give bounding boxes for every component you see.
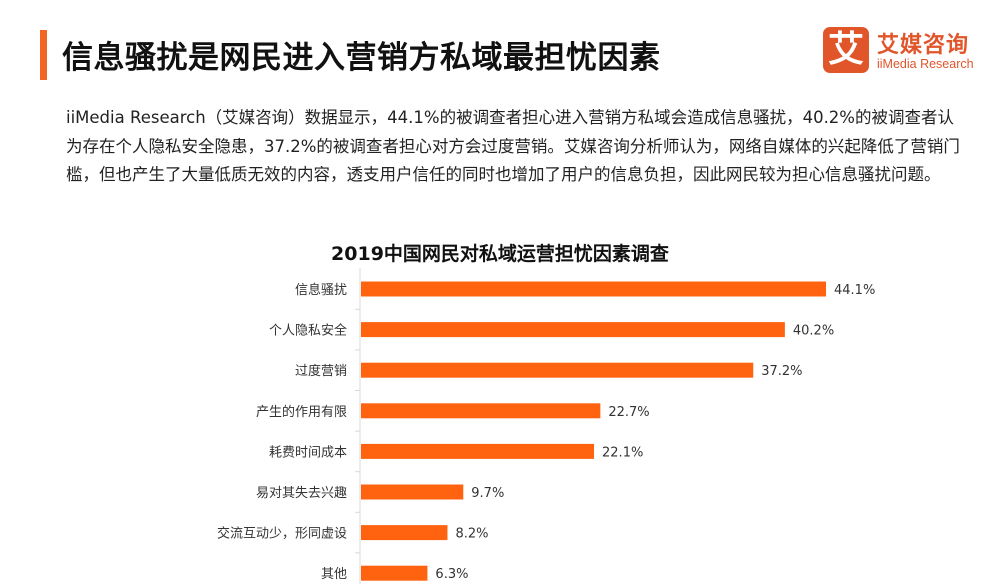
category-label: 个人隐私安全 [269,323,347,339]
category-label: 过度营销 [295,363,347,379]
data-label: 6.3% [435,567,468,582]
logo-name-en: iiMedia Research [877,57,974,71]
category-label: 其他 [321,567,347,582]
category-label: 产生的作用有限 [256,404,347,420]
category-label: 信息骚扰 [295,282,347,298]
data-label: 8.2% [455,527,488,542]
data-label: 44.1% [834,283,875,298]
page-title: 信息骚扰是网民进入营销方私域最担忧因素 [62,40,661,76]
bar [361,362,754,378]
chart-title: 2019中国网民对私域运营担忧因素调查 [331,243,669,265]
data-label: 22.7% [608,405,649,420]
bar [361,565,428,581]
bar [361,443,595,459]
logo-mark: 艾 [823,27,869,73]
bar [361,322,785,338]
category-label: 易对其失去兴趣 [256,486,347,501]
bar [361,484,464,500]
logo-name-cn: 艾媒咨询 [877,33,970,58]
description-paragraph: iiMedia Research（艾媒咨询）数据显示，44.1%的被调查者担心进… [66,108,960,184]
data-label: 9.7% [471,486,504,501]
data-label: 40.2% [793,324,834,339]
category-label: 交流互动少，形同虚设 [217,526,347,542]
category-label: 耗费时间成本 [269,445,347,460]
data-label: 37.2% [761,364,802,379]
bar [361,525,448,541]
logo: 艾 艾媒咨询 iiMedia Research [823,27,998,75]
title-accent-bar [40,30,47,80]
bar [361,403,601,419]
bar [361,281,826,297]
data-label: 22.1% [602,445,643,460]
